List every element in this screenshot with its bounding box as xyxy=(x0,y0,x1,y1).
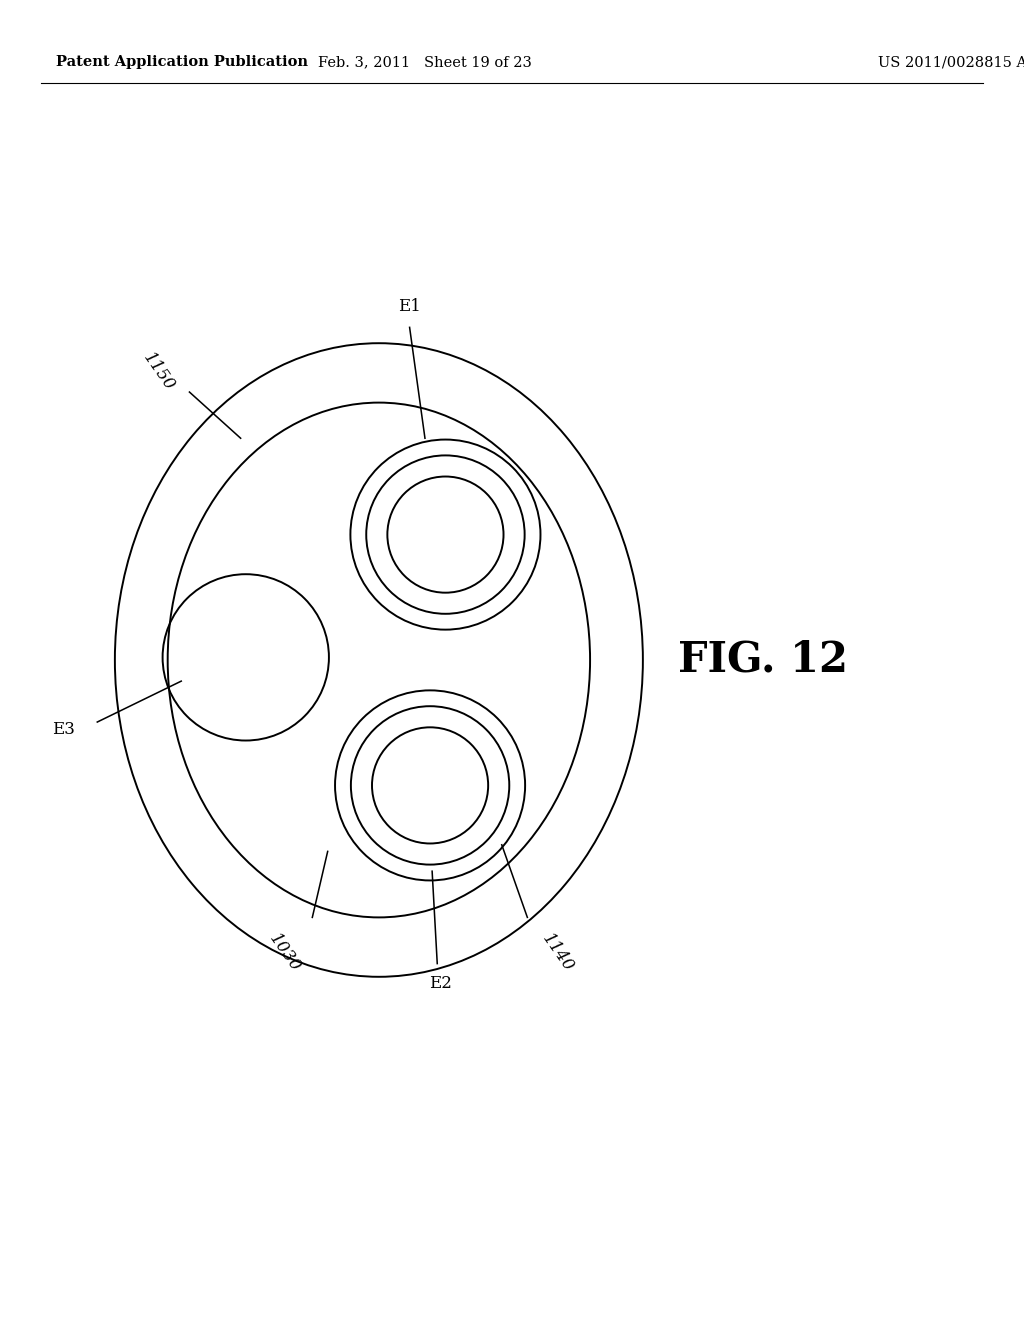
Text: E2: E2 xyxy=(429,975,452,991)
Text: E3: E3 xyxy=(52,722,75,738)
Text: E1: E1 xyxy=(398,298,421,314)
Text: 1140: 1140 xyxy=(539,931,578,975)
Text: FIG. 12: FIG. 12 xyxy=(678,639,848,681)
Text: Patent Application Publication: Patent Application Publication xyxy=(56,55,308,69)
Text: US 2011/0028815 A1: US 2011/0028815 A1 xyxy=(879,55,1024,69)
Text: Feb. 3, 2011   Sheet 19 of 23: Feb. 3, 2011 Sheet 19 of 23 xyxy=(318,55,531,69)
Text: 1150: 1150 xyxy=(139,350,178,395)
Text: 1030: 1030 xyxy=(265,931,304,975)
